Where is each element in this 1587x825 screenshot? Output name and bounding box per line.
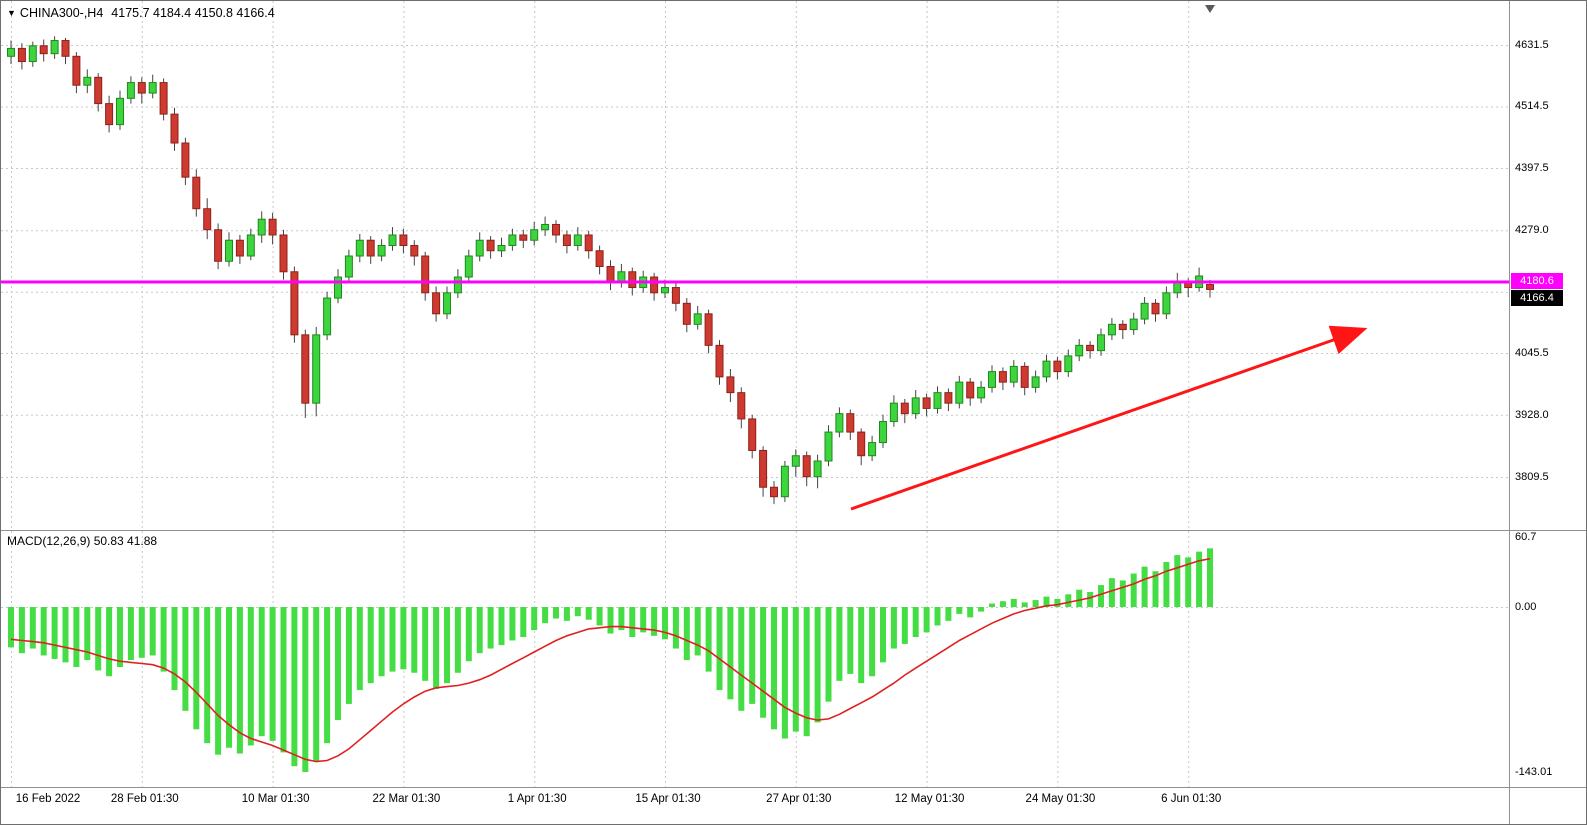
time-axis-label: 24 May 01:30 (1025, 793, 1096, 805)
candles (7, 36, 1214, 505)
symbol-name: CHINA300-,H4 (19, 6, 104, 20)
time-axis-label: 10 Mar 01:30 (241, 793, 310, 805)
time-axis-label: 12 May 01:30 (894, 793, 965, 805)
price-axis-label: 4631.5 (1515, 39, 1549, 51)
macd-axis-label: 0.00 (1515, 601, 1537, 613)
price-axis-label: 3809.5 (1515, 471, 1549, 483)
symbol-dropdown-icon[interactable]: ▼ (7, 8, 16, 18)
macd-axis-label: -143.01 (1515, 766, 1553, 778)
horizontal-price-line[interactable] (1, 280, 1509, 284)
price-axis-label: 4045.5 (1515, 346, 1549, 359)
time-axis-label: 22 Mar 01:30 (372, 793, 441, 805)
current-price-tag: 4166.4 (1511, 289, 1563, 306)
hline-price-tag: 4180.6 (1511, 272, 1563, 289)
trend-arrow[interactable] (850, 325, 1368, 511)
symbol-ohlc-line: ▼ CHINA300-,H4 4175.7 4184.4 4150.8 4166.4 (7, 6, 275, 20)
shift-marker-icon[interactable] (1205, 5, 1215, 13)
time-axis-label: 27 Apr 01:30 (766, 793, 832, 805)
ohlc-values: 4175.7 4184.4 4150.8 4166.4 (111, 6, 275, 20)
price-axis-label: 3928.0 (1515, 408, 1549, 421)
macd-signal-line (10, 557, 1211, 763)
price-axis-label: 4514.5 (1515, 100, 1549, 113)
time-axis-label: 1 Apr 01:30 (507, 793, 567, 805)
time-axis-label: 28 Feb 01:30 (110, 793, 179, 805)
time-axis-label: 15 Apr 01:30 (635, 793, 701, 805)
macd-axis-label: 60.7 (1515, 530, 1537, 543)
price-axis-label: 4397.5 (1515, 161, 1549, 174)
macd-indicator-label: MACD(12,26,9) 50.83 41.88 (7, 534, 158, 548)
price-axis-label: 4279.0 (1515, 224, 1549, 237)
time-axis-label: 16 Feb 2022 (15, 793, 81, 805)
macd-histogram (8, 548, 1213, 772)
time-axis-label: 6 Jun 01:30 (1161, 793, 1222, 805)
